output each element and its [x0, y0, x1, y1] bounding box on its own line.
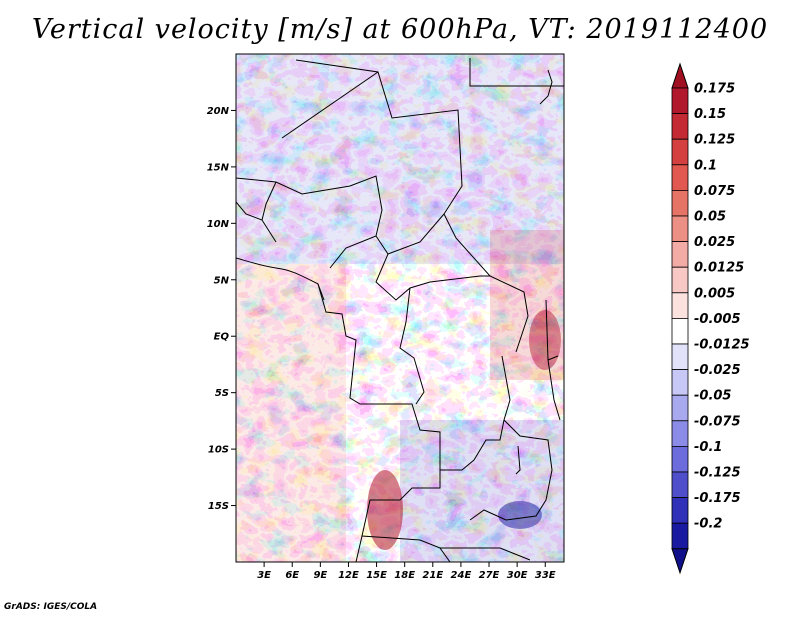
colorbar-swatch	[671, 369, 689, 396]
lat-label: 5N	[214, 275, 230, 286]
colorbar-label: -0.005	[694, 312, 741, 327]
colorbar-swatch	[671, 343, 689, 371]
colorbar-swatch	[671, 292, 689, 319]
colorbar-swatch	[671, 420, 689, 447]
lat-label: 15S	[208, 501, 229, 512]
lat-label: EQ	[214, 332, 230, 343]
colorbar-swatch	[671, 394, 689, 422]
colorbar-label: -0.025	[694, 363, 741, 378]
colorbar-label: 0.005	[694, 286, 735, 301]
lat-label: 10N	[207, 219, 230, 230]
colorbar-swatch	[671, 164, 689, 191]
colorbar: 0.175 0.15 0.125 0.1 0.075 0.05 0.025 0.0125 0.0…	[671, 62, 750, 575]
colorbar-swatch	[671, 138, 689, 166]
axis-ticks: 20N 15N 10N 5N EQ 5S 10S 15S 3E 6E 9E 12E 15E 18E 21E 2…	[207, 106, 556, 581]
map-title: Vertical velocity [m/s] at 600hPa, VT: 2…	[31, 14, 769, 45]
colorbar-label: -0.05	[694, 389, 731, 404]
colorbar-label: 0.125	[694, 133, 735, 148]
lat-label: 15N	[207, 162, 230, 173]
colorbar-swatch	[671, 497, 689, 524]
velocity-field	[236, 54, 564, 562]
colorbar-label: 0.025	[694, 235, 735, 250]
lon-label: 24E	[451, 570, 472, 581]
lon-label: 3E	[257, 570, 271, 581]
colorbar-bottom-arrow	[671, 548, 689, 575]
colorbar-label: 0.1	[694, 158, 717, 173]
colorbar-label: -0.075	[694, 414, 741, 429]
colorbar-swatch	[671, 189, 689, 217]
lat-label: 20N	[207, 106, 230, 117]
colorbar-top-arrow	[671, 62, 689, 89]
lon-label: 12E	[338, 570, 359, 581]
country-borders	[236, 58, 564, 562]
colorbar-label: 0.075	[694, 184, 735, 199]
colorbar-label: -0.125	[694, 466, 741, 481]
colorbar-swatch	[671, 266, 689, 294]
colorbar-swatch	[671, 471, 689, 499]
lat-label: 10S	[208, 445, 229, 456]
credit-text: GrADS: IGES/COLA	[4, 602, 98, 612]
colorbar-label: -0.1	[694, 440, 722, 455]
lon-label: 27E	[479, 570, 500, 581]
colorbar-swatch	[671, 241, 689, 268]
colorbar-label: 0.05	[694, 210, 726, 225]
colorbar-label: 0.175	[694, 82, 735, 97]
colorbar-label: -0.2	[694, 517, 722, 532]
colorbar-swatch	[671, 445, 689, 473]
colorbar-label: 0.0125	[694, 261, 744, 276]
lon-label: 30E	[507, 570, 528, 581]
colorbar-label: 0.15	[694, 107, 726, 122]
colorbar-swatch	[671, 87, 689, 115]
colorbar-label: -0.0125	[694, 338, 750, 353]
lon-label: 33E	[535, 570, 556, 581]
map-frame	[235, 53, 565, 563]
colorbar-swatch	[671, 317, 689, 345]
lat-label: 5S	[215, 388, 229, 399]
colorbar-swatch	[671, 522, 689, 550]
lon-label: 18E	[394, 570, 415, 581]
lon-label: 21E	[422, 570, 443, 581]
lon-label: 6E	[285, 570, 299, 581]
colorbar-swatch	[671, 113, 689, 140]
lon-label: 9E	[313, 570, 327, 581]
lon-label: 15E	[366, 570, 387, 581]
colorbar-swatch	[671, 215, 689, 243]
colorbar-label: -0.175	[694, 491, 741, 506]
